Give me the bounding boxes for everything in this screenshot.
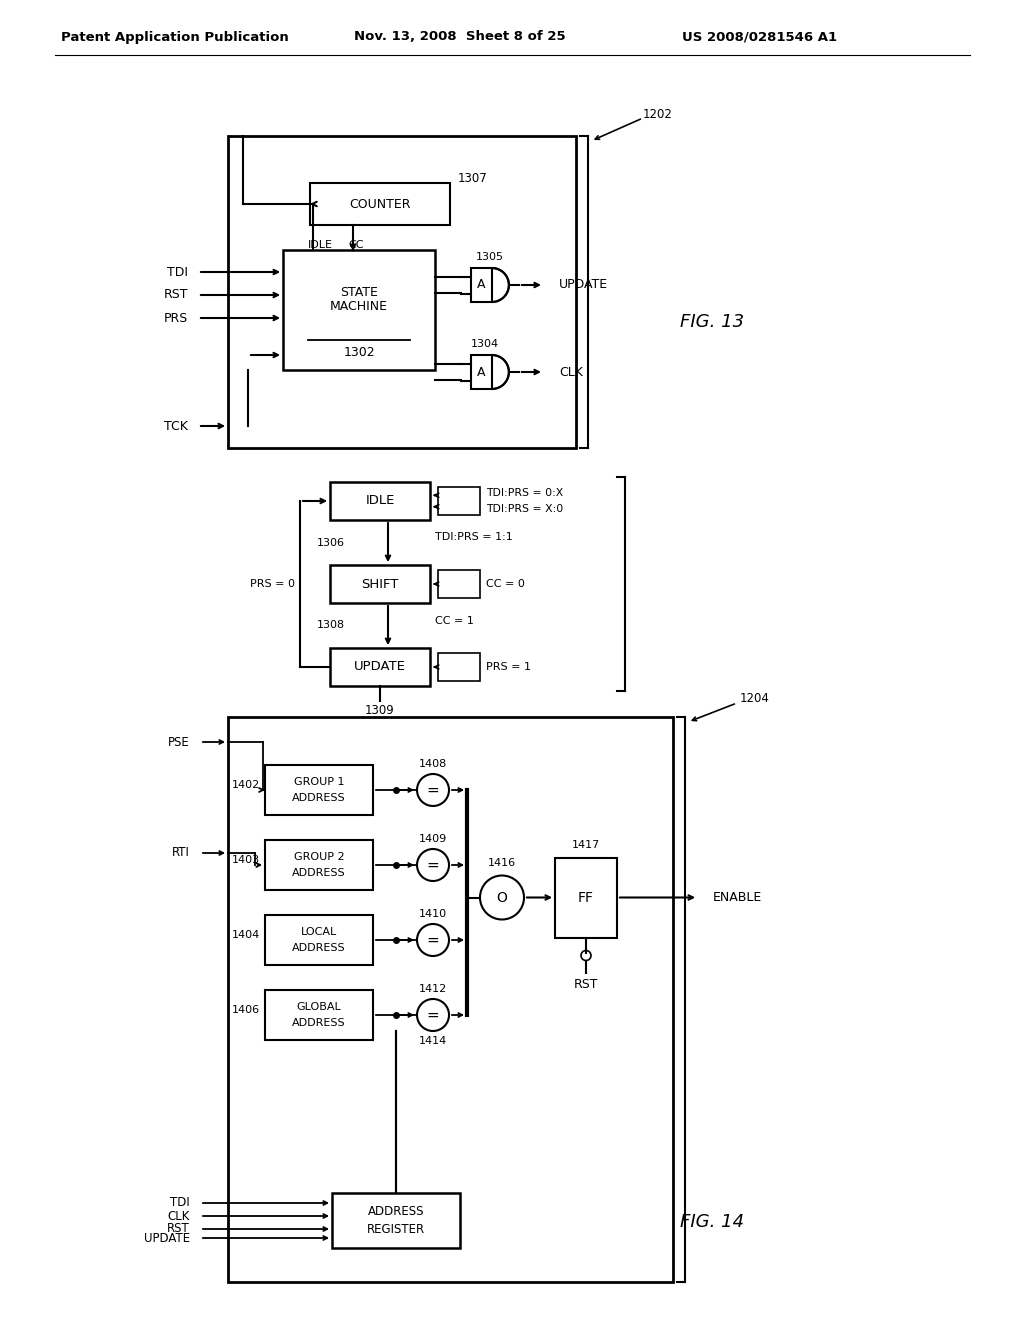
Text: CC: CC (348, 240, 364, 249)
Text: =: = (427, 783, 439, 797)
Text: GROUP 1: GROUP 1 (294, 777, 344, 787)
Text: =: = (427, 858, 439, 873)
Text: RST: RST (167, 1222, 190, 1236)
FancyBboxPatch shape (330, 482, 430, 520)
Text: FIG. 14: FIG. 14 (680, 1213, 744, 1232)
Text: COUNTER: COUNTER (349, 198, 411, 210)
Text: 1417: 1417 (571, 841, 600, 850)
Text: =: = (427, 1007, 439, 1023)
Text: GLOBAL: GLOBAL (297, 1002, 341, 1012)
Text: MACHINE: MACHINE (330, 301, 388, 314)
FancyBboxPatch shape (310, 183, 450, 224)
Text: CC = 0: CC = 0 (486, 579, 525, 589)
Text: UPDATE: UPDATE (144, 1232, 190, 1245)
Text: STATE: STATE (340, 285, 378, 298)
Text: 1412: 1412 (419, 983, 447, 994)
Polygon shape (492, 268, 509, 302)
Text: 1302: 1302 (343, 346, 375, 359)
FancyBboxPatch shape (265, 915, 373, 965)
Circle shape (417, 774, 449, 807)
Text: 1408: 1408 (419, 759, 447, 770)
Text: CLK: CLK (168, 1209, 190, 1222)
Text: RTI: RTI (172, 846, 190, 859)
Text: RST: RST (164, 289, 188, 301)
Text: 1406: 1406 (231, 1005, 260, 1015)
Text: TDI: TDI (170, 1196, 190, 1209)
Text: A: A (477, 279, 485, 292)
Text: 1307: 1307 (458, 172, 487, 185)
FancyBboxPatch shape (265, 990, 373, 1040)
Text: CC = 1: CC = 1 (435, 615, 474, 626)
FancyBboxPatch shape (265, 840, 373, 890)
FancyBboxPatch shape (555, 858, 617, 937)
FancyBboxPatch shape (283, 249, 435, 370)
Text: 1416: 1416 (488, 858, 516, 869)
FancyBboxPatch shape (330, 565, 430, 603)
Text: 1410: 1410 (419, 909, 447, 919)
Text: ADDRESS: ADDRESS (368, 1205, 424, 1218)
FancyBboxPatch shape (471, 268, 492, 302)
Text: ADDRESS: ADDRESS (292, 1018, 346, 1028)
Text: ADDRESS: ADDRESS (292, 942, 346, 953)
Text: 1414: 1414 (419, 1036, 447, 1045)
Text: UPDATE: UPDATE (354, 660, 406, 673)
Text: PRS = 0: PRS = 0 (250, 579, 295, 589)
Text: UPDATE: UPDATE (559, 279, 608, 292)
Text: TDI:PRS = X:0: TDI:PRS = X:0 (486, 504, 563, 515)
Text: O: O (497, 891, 508, 904)
Text: IDLE: IDLE (308, 240, 333, 249)
FancyBboxPatch shape (228, 717, 673, 1282)
FancyBboxPatch shape (332, 1193, 460, 1247)
FancyBboxPatch shape (265, 766, 373, 814)
Text: US 2008/0281546 A1: US 2008/0281546 A1 (682, 30, 838, 44)
FancyBboxPatch shape (471, 355, 492, 389)
Text: Nov. 13, 2008  Sheet 8 of 25: Nov. 13, 2008 Sheet 8 of 25 (354, 30, 566, 44)
FancyBboxPatch shape (438, 570, 480, 598)
Text: 1202: 1202 (643, 107, 673, 120)
Text: 1304: 1304 (471, 339, 499, 348)
Text: ADDRESS: ADDRESS (292, 793, 346, 803)
Circle shape (480, 875, 524, 920)
Circle shape (417, 924, 449, 956)
Text: FF: FF (578, 891, 594, 904)
Text: PRS = 1: PRS = 1 (486, 663, 531, 672)
Text: REGISTER: REGISTER (367, 1224, 425, 1236)
Text: Patent Application Publication: Patent Application Publication (61, 30, 289, 44)
Text: LOCAL: LOCAL (301, 927, 337, 937)
Circle shape (417, 849, 449, 880)
Text: IDLE: IDLE (366, 495, 394, 507)
Text: ADDRESS: ADDRESS (292, 869, 346, 878)
Text: 1306: 1306 (317, 537, 345, 548)
Text: SHIFT: SHIFT (361, 578, 398, 590)
Text: 1309: 1309 (366, 705, 395, 718)
Text: =: = (427, 932, 439, 948)
Text: PRS: PRS (164, 312, 188, 325)
Text: 1305: 1305 (476, 252, 504, 261)
Text: 1403: 1403 (231, 855, 260, 865)
Text: A: A (477, 366, 485, 379)
Circle shape (417, 999, 449, 1031)
Polygon shape (492, 355, 509, 389)
FancyBboxPatch shape (228, 136, 575, 447)
Text: RST: RST (573, 978, 598, 991)
Text: FIG. 13: FIG. 13 (680, 313, 744, 331)
Text: 1402: 1402 (231, 780, 260, 789)
Text: CLK: CLK (559, 366, 583, 379)
Text: 1204: 1204 (740, 693, 770, 705)
Text: 1409: 1409 (419, 834, 447, 843)
Text: TCK: TCK (164, 420, 188, 433)
Text: GROUP 2: GROUP 2 (294, 851, 344, 862)
Text: 1404: 1404 (231, 931, 260, 940)
FancyBboxPatch shape (438, 653, 480, 681)
Text: TDI:PRS = 1:1: TDI:PRS = 1:1 (435, 532, 513, 543)
Text: 1308: 1308 (316, 620, 345, 631)
FancyBboxPatch shape (330, 648, 430, 686)
FancyBboxPatch shape (438, 487, 480, 515)
Text: TDI: TDI (167, 265, 188, 279)
Text: TDI:PRS = 0:X: TDI:PRS = 0:X (486, 487, 563, 498)
Text: PSE: PSE (168, 735, 190, 748)
Text: ENABLE: ENABLE (713, 891, 762, 904)
